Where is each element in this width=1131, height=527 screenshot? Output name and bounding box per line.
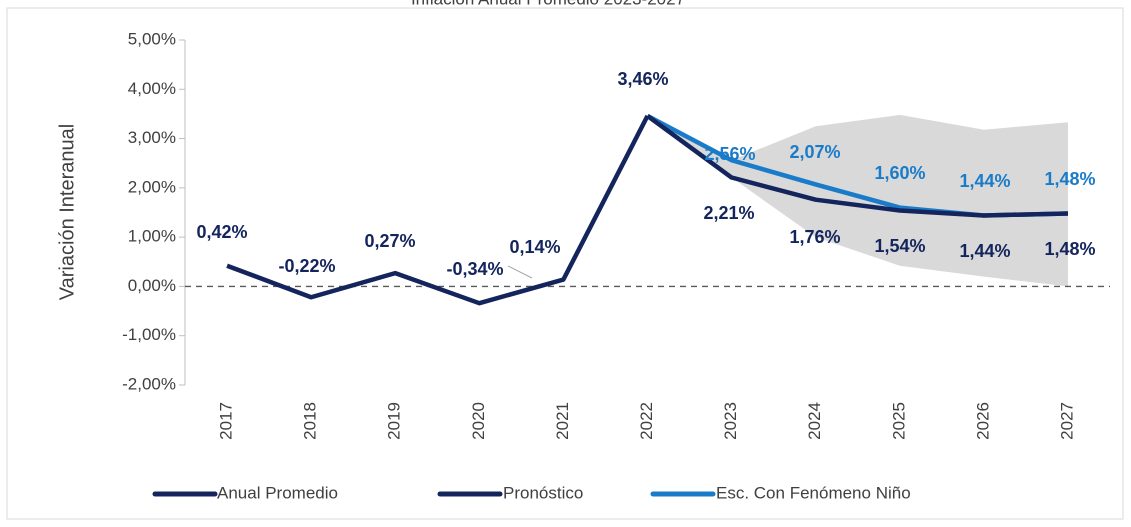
y-tick-label: 1,00% [128, 227, 176, 246]
data-label: 2,56% [704, 144, 755, 164]
data-label: 1,44% [959, 241, 1010, 261]
chart-title: Inflación Anual Promedio 2023-2027 [411, 0, 685, 8]
data-label: -0,34% [446, 259, 503, 279]
y-axis-label: Variación Interanual [56, 124, 78, 300]
data-label: 2,07% [789, 142, 840, 162]
legend-label: Anual Promedio [217, 483, 338, 502]
x-tick-label: 2017 [217, 402, 236, 440]
y-tick-label: -1,00% [122, 325, 176, 344]
x-tick-label: 2018 [301, 402, 320, 440]
y-tick-label: 4,00% [128, 79, 176, 98]
data-label: 1,60% [874, 163, 925, 183]
y-tick-label: 2,00% [128, 177, 176, 196]
y-tick-label: 0,00% [128, 276, 176, 295]
x-tick-label: 2027 [1057, 402, 1076, 440]
forecast-band [647, 114, 1068, 287]
y-tick-label: 5,00% [128, 29, 176, 48]
x-tick-label: 2023 [721, 402, 740, 440]
x-tick-label: 2020 [469, 402, 488, 440]
data-label: 1,76% [789, 227, 840, 247]
leader-line [507, 265, 533, 279]
data-label: 1,44% [959, 171, 1010, 191]
data-label: 2,21% [703, 203, 754, 223]
data-label: 0,27% [364, 231, 415, 251]
x-tick-label: 2026 [973, 402, 992, 440]
x-tick-label: 2024 [805, 402, 824, 440]
series-line [646, 114, 1069, 218]
series-line [226, 114, 650, 306]
data-label: 1,54% [874, 236, 925, 256]
y-tick-label: -2,00% [122, 374, 176, 393]
data-label: 3,46% [617, 69, 668, 89]
x-tick-label: 2025 [889, 402, 908, 440]
data-label: 0,42% [196, 222, 247, 242]
data-label: -0,22% [278, 256, 335, 276]
legend-label: Pronóstico [503, 483, 583, 502]
chart-border [6, 7, 1124, 520]
x-tick-label: 2021 [553, 402, 572, 440]
y-tick-label: 3,00% [128, 128, 176, 147]
x-tick-label: 2019 [385, 402, 404, 440]
legend-label: Esc. Con Fenómeno Niño [716, 483, 911, 502]
x-tick-label: 2022 [637, 402, 656, 440]
data-label: 1,48% [1044, 169, 1095, 189]
data-label: 0,14% [509, 237, 560, 257]
data-label: 1,48% [1044, 239, 1095, 259]
